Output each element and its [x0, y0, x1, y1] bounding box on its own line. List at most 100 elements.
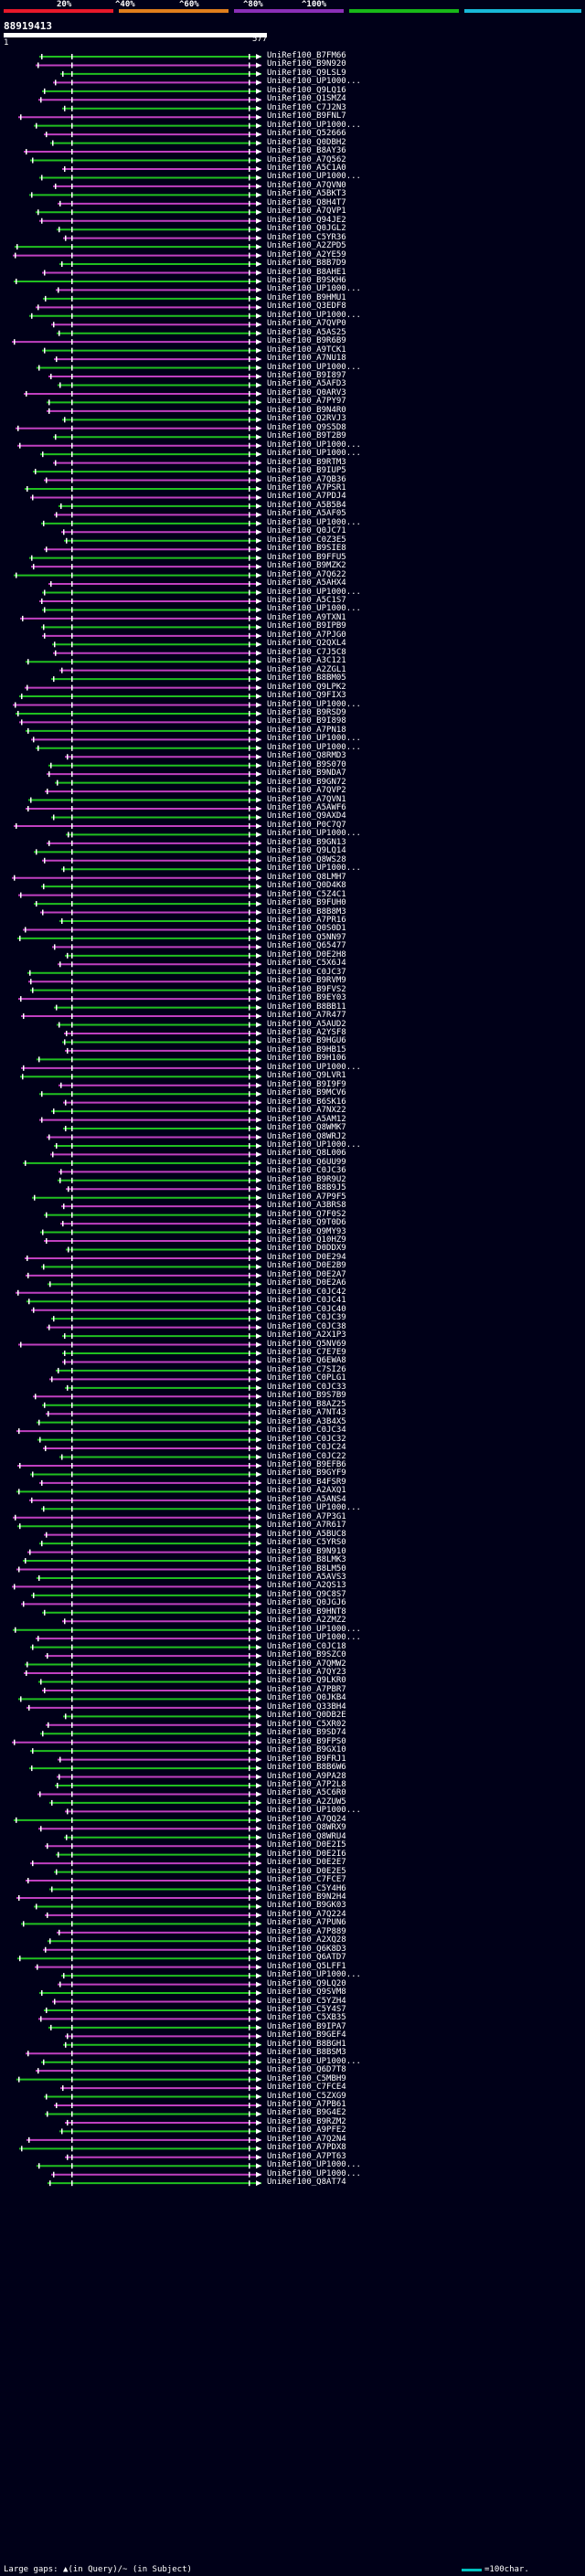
hit-label[interactable]: UniRef100_UP1000... [267, 604, 361, 614]
hit-label[interactable]: UniRef100_A7PN18 [267, 725, 346, 735]
hit-label[interactable]: UniRef100_A7Q622 [267, 569, 346, 579]
hit-label[interactable]: UniRef100_B9SIE8 [267, 544, 346, 554]
hit-label[interactable]: UniRef100_C7FCE4 [267, 2083, 346, 2093]
hit-label[interactable]: UniRef100_Q6UU99 [267, 1157, 346, 1167]
hit-label[interactable]: UniRef100_B9N920 [267, 59, 346, 69]
hit-label[interactable]: UniRef100_Q0JGJ6 [267, 1598, 346, 1608]
hit-label[interactable]: UniRef100_D0E2H8 [267, 949, 346, 959]
hit-label[interactable]: UniRef100_Q0JC71 [267, 526, 346, 536]
hit-label[interactable]: UniRef100_B9S070 [267, 759, 346, 769]
hit-label[interactable]: UniRef100_B9H106 [267, 1054, 346, 1064]
hit-label[interactable]: UniRef100_D0E2I6 [267, 1849, 346, 1859]
hit-label[interactable]: UniRef100_A7R477 [267, 1011, 346, 1021]
hit-label[interactable]: UniRef100_UP1000... [267, 2168, 361, 2178]
hit-label[interactable]: UniRef100_A7Q2N4 [267, 2134, 346, 2144]
hit-label[interactable]: UniRef100_UP1000... [267, 2056, 361, 2066]
hit-label[interactable]: UniRef100_UP1000... [267, 864, 361, 874]
hit-label[interactable]: UniRef100_B9MZK2 [267, 561, 346, 571]
hit-label[interactable]: UniRef100_Q9LQ20 [267, 1978, 346, 1988]
hit-label[interactable]: UniRef100_Q2QXL4 [267, 639, 346, 649]
hit-label[interactable]: UniRef100_A7P9F5 [267, 1192, 346, 1202]
hit-label[interactable]: UniRef100_B8BSM3 [267, 2048, 346, 2058]
hit-label[interactable]: UniRef100_Q9LPK2 [267, 682, 346, 692]
hit-label[interactable]: UniRef100_B8BGH1 [267, 2039, 346, 2049]
hit-label[interactable]: UniRef100_B9R9U2 [267, 1174, 346, 1184]
hit-label[interactable]: UniRef100_C0JC36 [267, 1166, 346, 1176]
hit-label[interactable]: UniRef100_C7SI26 [267, 1364, 346, 1374]
hit-label[interactable]: UniRef100_UP1000... [267, 310, 361, 320]
hit-label[interactable]: UniRef100_A7PBR7 [267, 1684, 346, 1694]
hit-label[interactable]: UniRef100_Q6ATD7 [267, 1953, 346, 1963]
hit-label[interactable]: UniRef100_B9N4R0 [267, 405, 346, 415]
hit-label[interactable]: UniRef100_A7QQ24 [267, 1814, 346, 1824]
hit-label[interactable]: UniRef100_A2ZMZ2 [267, 1616, 346, 1626]
hit-label[interactable]: UniRef100_A7PY97 [267, 397, 346, 407]
hit-label[interactable]: UniRef100_Q9C8S7 [267, 1589, 346, 1599]
hit-label[interactable]: UniRef100_C5XB35 [267, 2013, 346, 2023]
hit-label[interactable]: UniRef100_C0JC18 [267, 1641, 346, 1651]
hit-label[interactable]: UniRef100_Q65477 [267, 941, 346, 951]
hit-label[interactable]: UniRef100_C0PLG1 [267, 1373, 346, 1383]
hit-label[interactable]: UniRef100_B9SZC0 [267, 1650, 346, 1660]
hit-label[interactable]: UniRef100_A5B5B4 [267, 500, 346, 510]
hit-label[interactable]: UniRef100_Q1SMZ4 [267, 94, 346, 104]
hit-label[interactable]: UniRef100_Q9AXD4 [267, 811, 346, 822]
hit-label[interactable]: UniRef100_C5YRS0 [267, 1538, 346, 1548]
hit-label[interactable]: UniRef100_UP1000... [267, 699, 361, 709]
hit-label[interactable]: UniRef100_C0JC39 [267, 1313, 346, 1323]
hit-label[interactable]: UniRef100_A5AS25 [267, 327, 346, 337]
hit-label[interactable]: UniRef100_A7Q562 [267, 154, 346, 164]
hit-label[interactable]: UniRef100_B8B9J5 [267, 1183, 346, 1193]
hit-label[interactable]: UniRef100_C0JC40 [267, 1304, 346, 1314]
hit-label[interactable]: UniRef100_A3C121 [267, 656, 346, 666]
hit-label[interactable]: UniRef100_Q5NV69 [267, 1339, 346, 1349]
hit-label[interactable]: UniRef100_A3B4X5 [267, 1416, 346, 1426]
hit-label[interactable]: UniRef100_A3BRS8 [267, 1201, 346, 1211]
hit-label[interactable]: UniRef100_Q2RVJ3 [267, 414, 346, 424]
hit-label[interactable]: UniRef100_A9PA28 [267, 1771, 346, 1781]
hit-label[interactable]: UniRef100_A5C1A0 [267, 163, 346, 173]
hit-label[interactable]: UniRef100_C0JC22 [267, 1451, 346, 1461]
hit-label[interactable]: UniRef100_Q9MY93 [267, 1226, 346, 1236]
hit-label[interactable]: UniRef100_B9IPB9 [267, 621, 346, 631]
hit-label[interactable]: UniRef100_B8AHE1 [267, 267, 346, 277]
hit-label[interactable]: UniRef100_B8AY36 [267, 146, 346, 156]
hit-label[interactable]: UniRef100_Q9LQ14 [267, 846, 346, 856]
hit-label[interactable]: UniRef100_A5AVS3 [267, 1572, 346, 1582]
hit-label[interactable]: UniRef100_C5Z4C1 [267, 889, 346, 899]
hit-label[interactable]: UniRef100_UP1000... [267, 284, 361, 294]
hit-label[interactable]: UniRef100_Q9LSL9 [267, 68, 346, 78]
hit-label[interactable]: UniRef100_B8B8M3 [267, 906, 346, 917]
hit-label[interactable]: UniRef100_A7QVP1 [267, 207, 346, 217]
hit-label[interactable]: UniRef100_A5C1S7 [267, 595, 346, 605]
hit-label[interactable]: UniRef100_Q8AT74 [267, 2178, 346, 2188]
hit-label[interactable]: UniRef100_UP1000... [267, 1624, 361, 1634]
hit-label[interactable]: UniRef100_B9N2H4 [267, 1892, 346, 1902]
hit-label[interactable]: UniRef100_C0Z3E5 [267, 535, 346, 545]
hit-label[interactable]: UniRef100_A7QB36 [267, 474, 346, 484]
hit-label[interactable]: UniRef100_UP1000... [267, 362, 361, 372]
hit-label[interactable]: UniRef100_UP1000... [267, 449, 361, 459]
hit-label[interactable]: UniRef100_A2ZPD5 [267, 241, 346, 251]
hit-label[interactable]: UniRef100_B9I9F9 [267, 1079, 346, 1089]
hit-label[interactable]: UniRef100_Q94JE2 [267, 215, 346, 225]
hit-label[interactable]: UniRef100_B9MCV6 [267, 1088, 346, 1098]
hit-label[interactable]: UniRef100_B9I897 [267, 371, 346, 381]
hit-label[interactable]: UniRef100_Q52666 [267, 129, 346, 139]
hit-label[interactable]: UniRef100_Q8WRX9 [267, 1823, 346, 1833]
hit-label[interactable]: UniRef100_UP1000... [267, 120, 361, 130]
hit-label[interactable]: UniRef100_C5YR36 [267, 232, 346, 242]
hit-label[interactable]: UniRef100_B8BM05 [267, 673, 346, 684]
hit-label[interactable]: UniRef100_B9FRJ1 [267, 1754, 346, 1764]
hit-label[interactable]: UniRef100_C0JC37 [267, 967, 346, 977]
hit-label[interactable]: UniRef100_C5Y4S7 [267, 2004, 346, 2014]
hit-label[interactable]: UniRef100_A7PDJ4 [267, 492, 346, 502]
hit-label[interactable]: UniRef100_Q0ARV3 [267, 387, 346, 398]
hit-label[interactable]: UniRef100_Q5LFF1 [267, 1961, 346, 1971]
hit-label[interactable]: UniRef100_UP1000... [267, 734, 361, 744]
hit-label[interactable]: UniRef100_B9GN13 [267, 837, 346, 847]
hit-label[interactable]: UniRef100_A7P2L8 [267, 1780, 346, 1789]
hit-label[interactable]: UniRef100_Q10HZ9 [267, 1235, 346, 1246]
hit-label[interactable]: UniRef100_A2YSF8 [267, 1027, 346, 1037]
hit-label[interactable]: UniRef100_C7J2N3 [267, 102, 346, 112]
